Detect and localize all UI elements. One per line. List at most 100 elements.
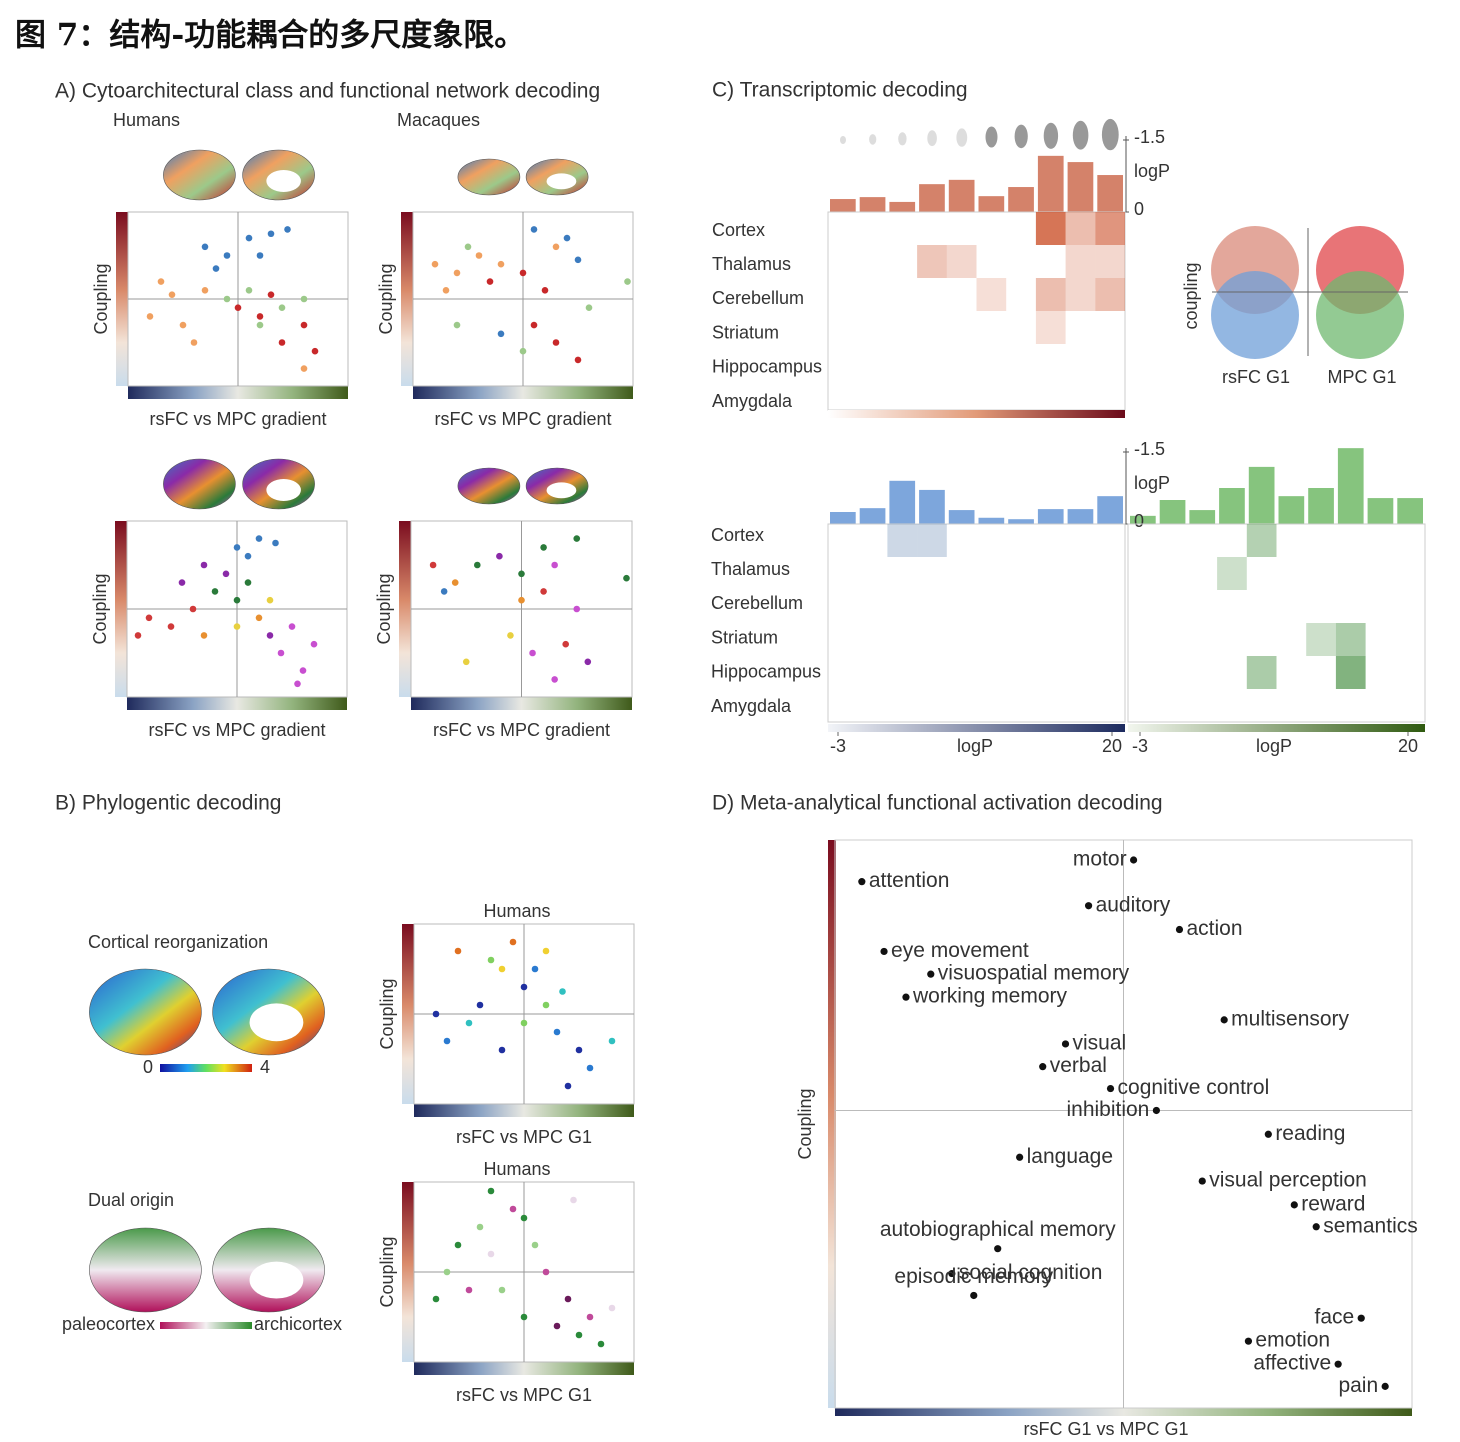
scatter-point (443, 1037, 451, 1045)
stage-icon (985, 126, 998, 148)
term-label: social cognition (959, 1261, 1103, 1284)
x-axis-label: rsFC G1 (1222, 367, 1290, 387)
scatter-point (551, 561, 558, 569)
colorbar-tick-label: 20 (1102, 736, 1122, 756)
brain-lateral (457, 467, 521, 505)
colorbar-label: logP (957, 736, 993, 756)
term-label: face (1315, 1306, 1355, 1329)
bar (1067, 162, 1094, 212)
scatter-point (201, 287, 209, 294)
scatter-point (586, 1313, 594, 1321)
scatter-point (474, 561, 481, 569)
scatter-point (465, 1286, 473, 1294)
row-label: Cortex (712, 220, 765, 240)
scatter-point (300, 321, 308, 329)
scatter-point (586, 1064, 594, 1072)
scatter-point (542, 1268, 550, 1276)
bar (859, 508, 886, 524)
term-point (880, 947, 888, 956)
term-label: verbal (1050, 1054, 1107, 1077)
term-label: visual (1073, 1031, 1127, 1054)
scatter-point (442, 287, 450, 294)
x-axis-label: rsFC vs MPC gradient (434, 409, 611, 429)
x-axis-label: rsFC vs MPC gradient (148, 720, 325, 740)
term-label: auditory (1096, 893, 1171, 916)
scatter-point (267, 291, 275, 298)
term-point (948, 1269, 956, 1278)
x-axis-label: rsFC vs MPC gradient (433, 720, 610, 740)
stage-icon (927, 130, 937, 147)
coupling-colorbar (402, 1182, 414, 1362)
term-label: action (1186, 917, 1242, 940)
scatter-point (531, 965, 539, 973)
colorbar (1128, 724, 1425, 732)
term-label: reward (1301, 1192, 1365, 1215)
bar (859, 197, 886, 212)
colorbar-tick-label: -3 (830, 736, 846, 756)
term-point (1357, 1314, 1365, 1322)
y-tick-label: 0 (1134, 199, 1144, 219)
scatter-point (167, 623, 175, 630)
quadrant-circle (1316, 271, 1404, 359)
scatter-point (431, 260, 439, 268)
term-point (1244, 1337, 1253, 1345)
heatmap-cell (1065, 245, 1096, 278)
scatter-point (564, 1295, 572, 1303)
scatter-point (519, 347, 527, 355)
bar (1008, 187, 1034, 212)
scatter-point (540, 544, 547, 551)
scatter-point (520, 983, 528, 991)
scatter-point (244, 552, 252, 560)
scatter-point (552, 339, 560, 346)
scatter-point (585, 304, 593, 312)
heatmap-cell (1217, 557, 1247, 590)
brain-lateral (163, 458, 236, 510)
scatter-point (244, 579, 252, 586)
term-point (970, 1291, 978, 1300)
term-point (1084, 902, 1093, 910)
bar (1008, 519, 1034, 524)
heatmap-cell (946, 245, 977, 278)
stage-icon (1101, 118, 1119, 151)
scatter-point (564, 1082, 572, 1090)
scatter-point (552, 243, 560, 251)
scatter-point (509, 938, 517, 946)
term-label: affective (1253, 1352, 1331, 1375)
term-point (1061, 1040, 1070, 1048)
term-label: pain (1338, 1374, 1378, 1397)
x-axis-label: rsFC vs MPC G1 (456, 1385, 592, 1405)
scatter-point (540, 588, 547, 595)
scatter-point (520, 1019, 528, 1027)
scatter-point (476, 1223, 484, 1231)
scatter-point (476, 1001, 484, 1009)
gradient-colorbar (127, 697, 347, 710)
y-tick-label: -1.5 (1134, 127, 1165, 147)
row-label: Thalamus (711, 559, 790, 579)
bar (978, 196, 1005, 212)
bar (1097, 496, 1123, 524)
term-label: semantics (1323, 1214, 1418, 1237)
bar (978, 517, 1005, 524)
scatter-point (623, 574, 630, 582)
bar (1278, 496, 1305, 524)
term-point (1152, 1106, 1160, 1115)
heatmap-cell (917, 245, 947, 278)
term-point (1290, 1201, 1298, 1209)
bar (889, 480, 916, 524)
bar (948, 510, 975, 524)
scatter-point (233, 623, 241, 630)
scatter-point (542, 947, 550, 955)
scatter-point (520, 1214, 528, 1222)
bar (1067, 509, 1094, 524)
y-tick-label: 0 (1134, 511, 1144, 531)
heatmap-cell (917, 524, 947, 557)
map-label: Dual origin (88, 1190, 174, 1210)
coupling-colorbar (401, 212, 413, 386)
bar (1037, 509, 1064, 524)
scatter-point (189, 605, 197, 613)
bar (1037, 155, 1064, 212)
scatter-point (429, 561, 437, 569)
term-label: attention (869, 869, 950, 892)
heatmap-cell (976, 278, 1007, 311)
term-label: inhibition (1066, 1098, 1149, 1121)
